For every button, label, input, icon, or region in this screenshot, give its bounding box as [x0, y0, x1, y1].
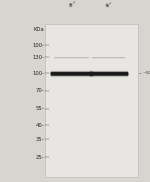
Text: 40-: 40- [36, 123, 44, 128]
Text: 70-: 70- [36, 88, 44, 93]
Bar [45, 24, 138, 177]
Text: #~: #~ [105, 0, 114, 8]
Text: 130-: 130- [32, 55, 44, 60]
Text: 25-: 25- [36, 155, 44, 160]
Text: 100-: 100- [32, 71, 44, 76]
Text: KDa: KDa [34, 27, 44, 32]
Text: 100-: 100- [32, 43, 44, 48]
Text: -#~: -#~ [68, 0, 78, 8]
Text: 55-: 55- [36, 106, 44, 111]
Text: ~101.5: ~101.5 [142, 71, 150, 75]
Text: 35-: 35- [36, 136, 44, 142]
